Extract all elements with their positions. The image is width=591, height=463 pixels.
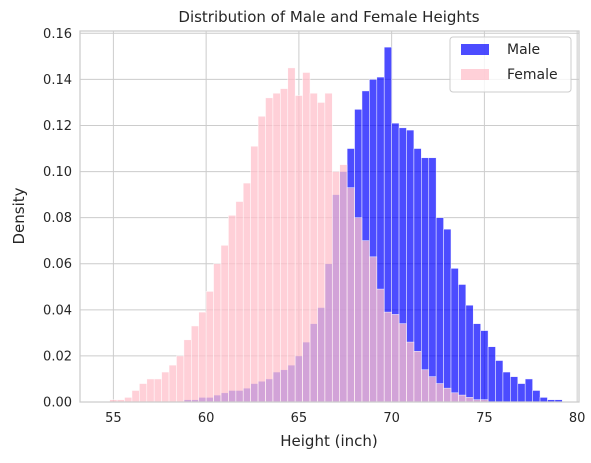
bar-female (324, 92, 333, 403)
bar-female (228, 215, 237, 403)
bar-female (139, 383, 148, 403)
bar-female (465, 397, 474, 403)
bar-female (317, 102, 326, 403)
bar-male (421, 157, 430, 403)
bar-female (421, 369, 430, 403)
bar-female (183, 339, 192, 403)
bar-female (205, 291, 214, 403)
x-tick-label: 75 (476, 411, 493, 426)
bar-female (413, 351, 422, 403)
bar-female (265, 97, 274, 403)
bar-male (450, 268, 459, 403)
bar-male (435, 217, 444, 403)
legend-swatch-male (461, 44, 489, 55)
bar-female (331, 171, 341, 403)
bar-male (524, 378, 533, 403)
x-tick-labels: 55 60 65 70 75 80 (105, 411, 585, 426)
bar-male (517, 383, 526, 403)
plot-frame (79, 30, 580, 403)
bar-female (198, 311, 207, 403)
bar-female (354, 217, 363, 403)
y-tick-label: 0.14 (43, 73, 72, 88)
x-tick-label: 55 (105, 411, 122, 426)
bar-female (242, 182, 251, 403)
bar-female (146, 378, 155, 403)
y-tick-label: 0.16 (43, 27, 72, 42)
bar-female (220, 245, 229, 403)
bar-female (383, 311, 392, 403)
bar-female (287, 67, 296, 403)
y-tick-label: 0.06 (43, 257, 72, 272)
bar-male (480, 330, 489, 403)
x-tick-label: 70 (383, 411, 400, 426)
bar-male (443, 228, 452, 403)
bar-female (346, 187, 355, 403)
bar-female (168, 364, 177, 403)
legend-swatch-female (461, 69, 489, 80)
bar-female (191, 325, 200, 403)
bar-male (532, 390, 541, 403)
bar-female (361, 240, 370, 403)
y-tick-label: 0.10 (43, 165, 72, 180)
bar-male (458, 284, 467, 403)
bar-female (369, 256, 378, 403)
bar-female (153, 378, 162, 403)
bar-female (309, 92, 318, 403)
bar-female (450, 392, 459, 403)
y-axis-title: Density (10, 187, 28, 244)
y-tick-label: 0.12 (43, 119, 72, 134)
bar-female (213, 263, 222, 403)
bar-female (294, 95, 303, 403)
bar-male (502, 371, 511, 403)
x-axis-title: Height (inch) (280, 432, 378, 450)
y-tick-label: 0.08 (43, 211, 72, 226)
bar-female (458, 394, 467, 403)
bar-female (176, 355, 185, 403)
bar-male (472, 323, 481, 403)
y-tick-label: 0.02 (43, 349, 72, 364)
bar-male (495, 360, 504, 403)
bar-female (376, 288, 385, 403)
bar-female (435, 383, 444, 403)
bar-female (235, 201, 244, 403)
y-tick-labels: 0.00 0.02 0.04 0.06 0.08 0.10 0.12 0.14 0.16 (43, 27, 72, 411)
bar-male (510, 376, 519, 403)
bar-female (161, 371, 170, 403)
bar-female (131, 390, 140, 403)
bar-female (280, 88, 289, 403)
bar-male (487, 346, 496, 403)
x-tick-label: 60 (198, 411, 215, 426)
legend-label-female: Female (507, 67, 558, 83)
x-tick-label: 65 (291, 411, 308, 426)
bar-female (398, 323, 407, 403)
legend-label-male: Male (507, 42, 540, 58)
x-tick-label: 80 (569, 411, 586, 426)
bar-female (406, 341, 415, 403)
legend: Male Female (449, 36, 572, 93)
bar-female (443, 387, 452, 403)
y-tick-label: 0.04 (43, 303, 72, 318)
bar-female (302, 72, 311, 403)
bar-male (465, 304, 474, 403)
bar-female (250, 145, 259, 403)
bar-female (257, 115, 266, 403)
chart-title: Distribution of Male and Female Heights (178, 8, 479, 26)
bar-male (428, 157, 437, 403)
bar-female (272, 92, 281, 403)
bar-female (428, 376, 437, 403)
bar-male (539, 397, 548, 403)
y-tick-label: 0.00 (43, 396, 72, 411)
bar-female (391, 314, 400, 403)
bar-female (339, 164, 348, 403)
bar-female (124, 397, 133, 403)
